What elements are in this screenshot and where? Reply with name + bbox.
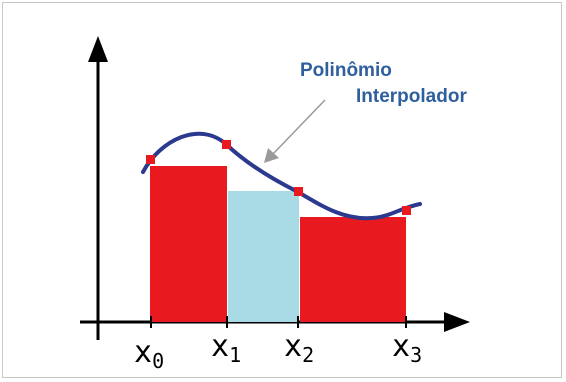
x-label-2: x2 [284, 329, 314, 367]
bar-interval-0 [150, 166, 227, 322]
node-marker-2 [294, 187, 303, 196]
annotation-arrow-line [271, 99, 326, 156]
bar-interval-1 [228, 191, 299, 322]
x-label-3: x3 [392, 329, 422, 367]
node-marker-1 [222, 140, 231, 149]
interpolating-polynomial-curve [141, 131, 422, 221]
x-label-0: x0 [134, 335, 164, 373]
annotation-line-1: Polinômio [300, 60, 392, 81]
x-label-1: x1 [211, 329, 241, 367]
bar-interval-2 [300, 217, 406, 322]
node-marker-0 [146, 155, 155, 164]
annotation-line-2: Interpolador [356, 86, 467, 107]
annotation-arrowhead [264, 148, 279, 163]
x-axis-arrowhead [444, 312, 470, 332]
y-axis-arrowhead [88, 36, 108, 62]
node-marker-3 [402, 206, 411, 215]
